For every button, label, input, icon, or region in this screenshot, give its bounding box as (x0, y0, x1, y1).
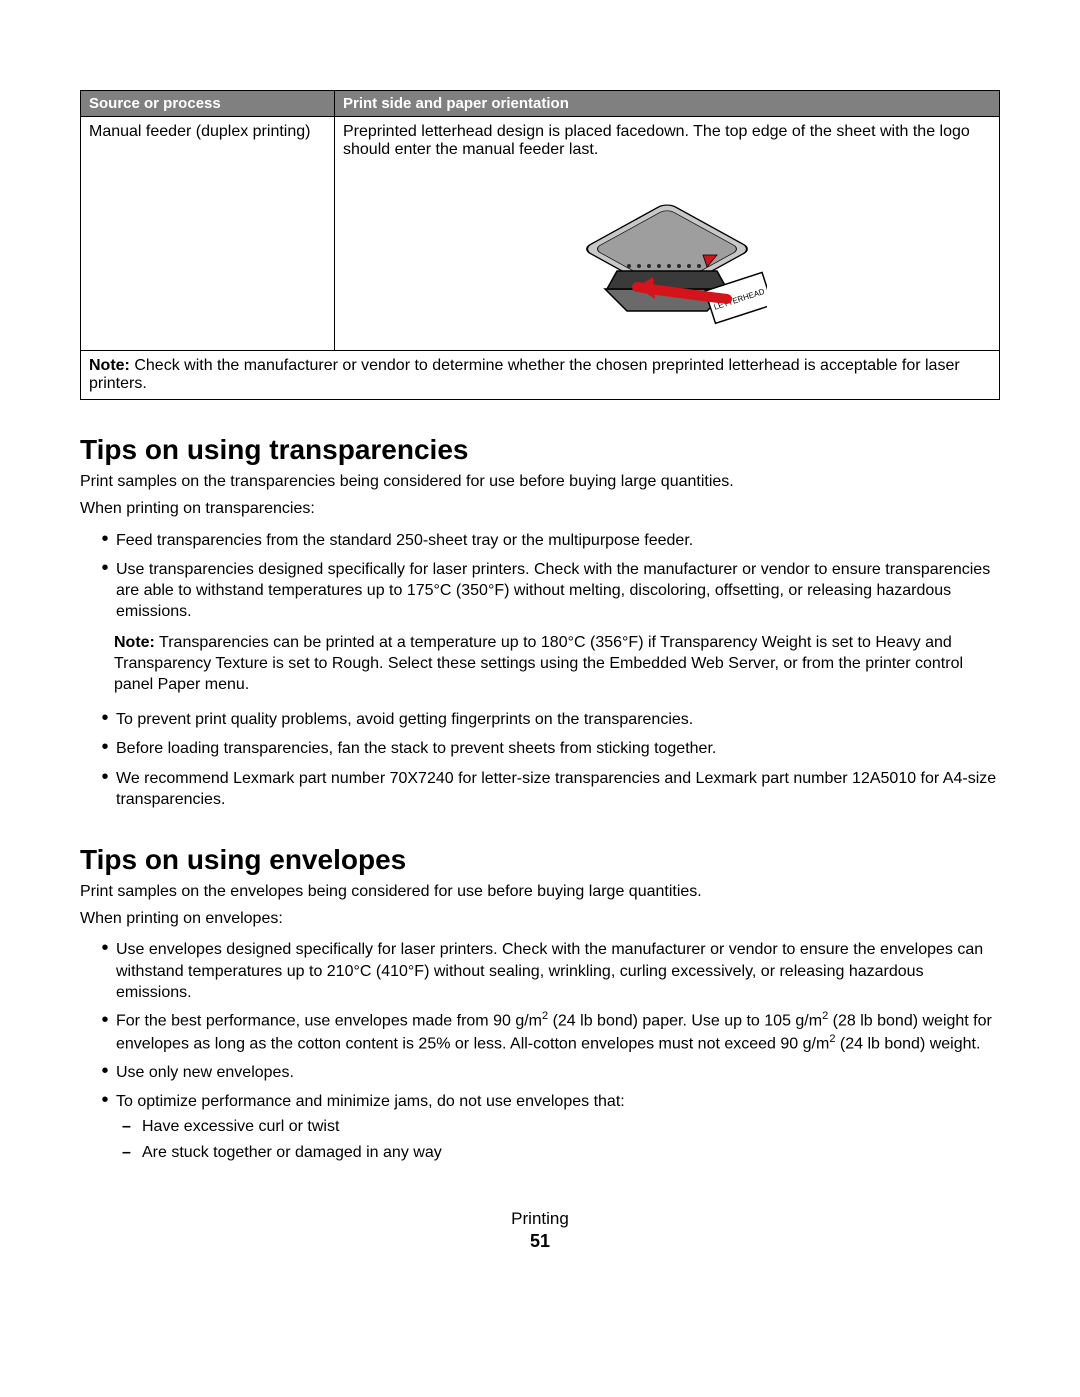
table-note-label: Note: (89, 357, 130, 374)
list-item: Are stuck together or damaged in any way (142, 1142, 1000, 1163)
envelopes-sublist: Have excessive curl or twist Are stuck t… (116, 1116, 1000, 1162)
envelopes-lead: When printing on envelopes: (80, 909, 1000, 930)
transparencies-intro: Print samples on the transparencies bein… (80, 472, 1000, 493)
transparencies-lead: When printing on transparencies: (80, 499, 1000, 520)
table-cell-orientation: Preprinted letterhead design is placed f… (335, 117, 1000, 351)
list-item: We recommend Lexmark part number 70X7240… (114, 764, 1000, 810)
transparencies-list: Feed transparencies from the standard 25… (80, 526, 1000, 622)
list-item: Before loading transparencies, fan the s… (114, 734, 1000, 759)
list-item: Have excessive curl or twist (142, 1116, 1000, 1137)
page-footer: Printing 51 (80, 1209, 1000, 1252)
table-cell-orientation-text: Preprinted letterhead design is placed f… (343, 123, 970, 158)
table-note-text: Check with the manufacturer or vendor to… (89, 357, 960, 392)
list-item: To optimize performance and minimize jam… (114, 1087, 1000, 1162)
envelopes-intro: Print samples on the envelopes being con… (80, 882, 1000, 903)
orientation-table: Source or process Print side and paper o… (80, 90, 1000, 400)
table-header-source: Source or process (81, 91, 335, 117)
table-header-orientation: Print side and paper orientation (335, 91, 1000, 117)
heading-envelopes: Tips on using envelopes (80, 844, 1000, 876)
printer-illustration: LETTERHEAD (343, 159, 991, 344)
list-item: Use only new envelopes. (114, 1058, 1000, 1083)
footer-page-number: 51 (80, 1231, 1000, 1252)
list-item: Use transparencies designed specifically… (114, 555, 1000, 622)
transparencies-list-2: To prevent print quality problems, avoid… (80, 705, 1000, 809)
transparencies-note: Note: Transparencies can be printed at a… (114, 632, 1000, 695)
list-item: For the best performance, use envelopes … (114, 1007, 1000, 1055)
footer-section-label: Printing (80, 1209, 1000, 1229)
table-cell-source: Manual feeder (duplex printing) (81, 117, 335, 351)
heading-transparencies: Tips on using transparencies (80, 434, 1000, 466)
list-item: To prevent print quality problems, avoid… (114, 705, 1000, 730)
list-item: Use envelopes designed specifically for … (114, 935, 1000, 1002)
note-text: Transparencies can be printed at a tempe… (114, 634, 963, 693)
envelopes-list: Use envelopes designed specifically for … (80, 935, 1000, 1162)
table-note: Note: Check with the manufacturer or ven… (81, 351, 1000, 400)
list-item: Feed transparencies from the standard 25… (114, 526, 1000, 551)
note-label: Note: (114, 634, 155, 651)
